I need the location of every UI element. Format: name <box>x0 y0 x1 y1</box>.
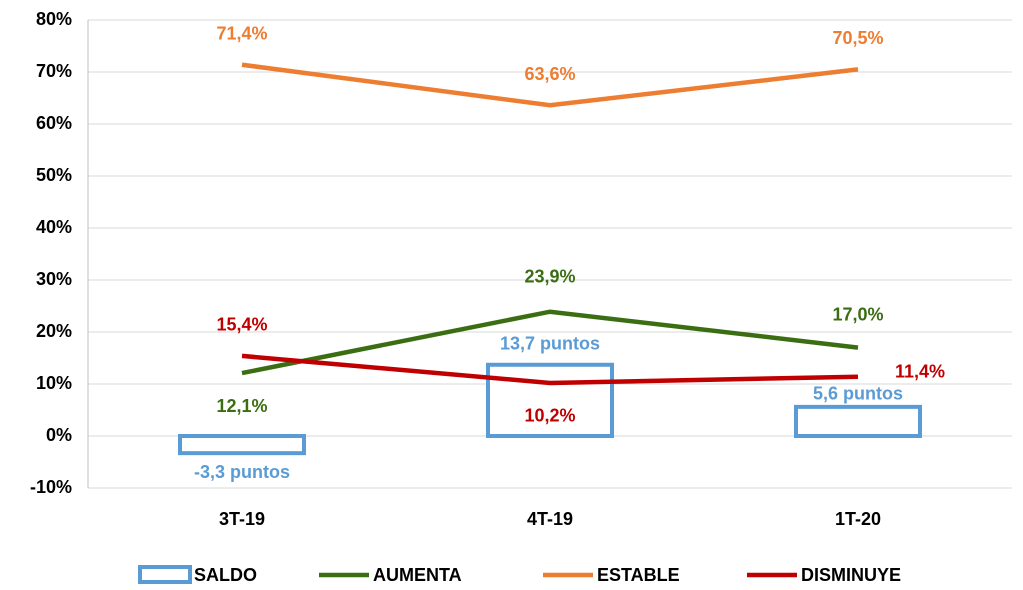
data-label: 23,9% <box>524 266 575 286</box>
legend-label: ESTABLE <box>597 565 680 585</box>
bar <box>486 362 614 439</box>
y-tick-label: 40% <box>36 217 72 237</box>
x-tick-label: 4T-19 <box>527 509 573 529</box>
data-label: 13,7 puntos <box>500 334 600 354</box>
y-tick-label: 10% <box>36 373 72 393</box>
data-label: 71,4% <box>216 23 267 43</box>
bar <box>794 404 922 439</box>
data-label: 70,5% <box>832 28 883 48</box>
y-tick-label: 60% <box>36 113 72 133</box>
data-label: 10,2% <box>524 406 575 426</box>
y-tick-label: 30% <box>36 269 72 289</box>
data-label: 12,1% <box>216 396 267 416</box>
y-tick-label: 0% <box>46 425 72 445</box>
data-label: 5,6 puntos <box>813 384 903 404</box>
data-label: 63,6% <box>524 64 575 84</box>
y-tick-label: -10% <box>30 477 72 497</box>
line <box>241 309 859 376</box>
data-label: 11,4% <box>895 361 945 381</box>
y-tick-label: 70% <box>36 61 72 81</box>
legend-swatch <box>138 565 192 584</box>
line <box>241 353 859 386</box>
legend-label: DISMINUYE <box>801 565 901 585</box>
legend-label: SALDO <box>194 565 257 585</box>
x-tick-label: 1T-20 <box>835 509 881 529</box>
x-tick-label: 3T-19 <box>219 509 265 529</box>
legend-label: AUMENTA <box>373 565 462 585</box>
data-label: 17,0% <box>832 304 883 324</box>
y-tick-label: 50% <box>36 165 72 185</box>
line <box>241 62 859 108</box>
y-tick-label: 80% <box>36 9 72 29</box>
data-label: -3,3 puntos <box>194 462 290 482</box>
y-tick-label: 20% <box>36 321 72 341</box>
data-label: 15,4% <box>216 315 267 335</box>
bar <box>178 434 306 456</box>
